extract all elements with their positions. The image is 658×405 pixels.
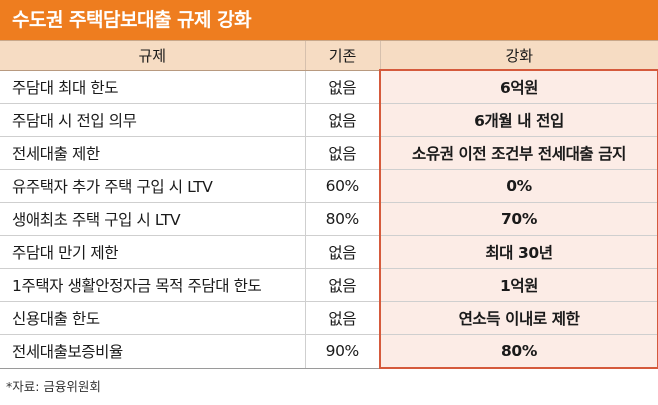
header-after: 강화 <box>379 40 658 71</box>
row-item: 신용대출 한도 <box>0 301 306 335</box>
regulation-table: 규제 기존 강화 주담대 최대 한도 없음 6억원 주담대 시 전입 의무 없음… <box>0 40 658 369</box>
row-item: 유주택자 추가 주택 구입 시 LTV <box>0 169 306 203</box>
row-after: 1억원 <box>379 268 658 302</box>
row-item: 생애최초 주택 구입 시 LTV <box>0 202 306 236</box>
table-row: 유주택자 추가 주택 구입 시 LTV 60% 0% <box>0 169 658 203</box>
row-before: 없음 <box>305 235 381 269</box>
row-after: 6개월 내 전입 <box>379 103 658 137</box>
header-before: 기존 <box>304 40 380 71</box>
row-item: 주담대 최대 한도 <box>0 70 306 104</box>
row-item: 주담대 만기 제한 <box>0 235 306 269</box>
source-note: *자료: 금융위원회 <box>6 379 101 394</box>
row-after: 70% <box>379 202 658 236</box>
row-item: 1주택자 생활안정자금 목적 주담대 한도 <box>0 268 306 302</box>
row-before: 없음 <box>305 103 381 137</box>
row-before: 없음 <box>305 70 381 104</box>
row-after: 6억원 <box>379 69 658 104</box>
table-row: 전세대출 제한 없음 소유권 이전 조건부 전세대출 금지 <box>0 136 658 170</box>
row-before: 90% <box>305 334 381 369</box>
header-item: 규제 <box>0 40 305 71</box>
row-before: 80% <box>305 202 381 236</box>
table-row: 1주택자 생활안정자금 목적 주담대 한도 없음 1억원 <box>0 268 658 302</box>
row-after: 0% <box>379 169 658 203</box>
row-item: 전세대출보증비율 <box>0 334 306 369</box>
table-row: 주담대 최대 한도 없음 6억원 <box>0 69 658 104</box>
row-after: 80% <box>379 334 658 369</box>
table-row: 전세대출보증비율 90% 80% <box>0 334 658 369</box>
row-after: 소유권 이전 조건부 전세대출 금지 <box>379 136 658 170</box>
table-row: 신용대출 한도 없음 연소득 이내로 제한 <box>0 301 658 335</box>
row-after: 연소득 이내로 제한 <box>379 301 658 335</box>
row-item: 전세대출 제한 <box>0 136 306 170</box>
table-title: 수도권 주택담보대출 규제 강화 <box>0 0 658 40</box>
table-header-row: 규제 기존 강화 <box>0 40 658 71</box>
row-before: 없음 <box>305 136 381 170</box>
table-row: 주담대 만기 제한 없음 최대 30년 <box>0 235 658 269</box>
row-before: 없음 <box>305 268 381 302</box>
table-row: 생애최초 주택 구입 시 LTV 80% 70% <box>0 202 658 236</box>
table-row: 주담대 시 전입 의무 없음 6개월 내 전입 <box>0 103 658 137</box>
row-before: 60% <box>305 169 381 203</box>
row-after: 최대 30년 <box>379 235 658 269</box>
row-item: 주담대 시 전입 의무 <box>0 103 306 137</box>
row-before: 없음 <box>305 301 381 335</box>
